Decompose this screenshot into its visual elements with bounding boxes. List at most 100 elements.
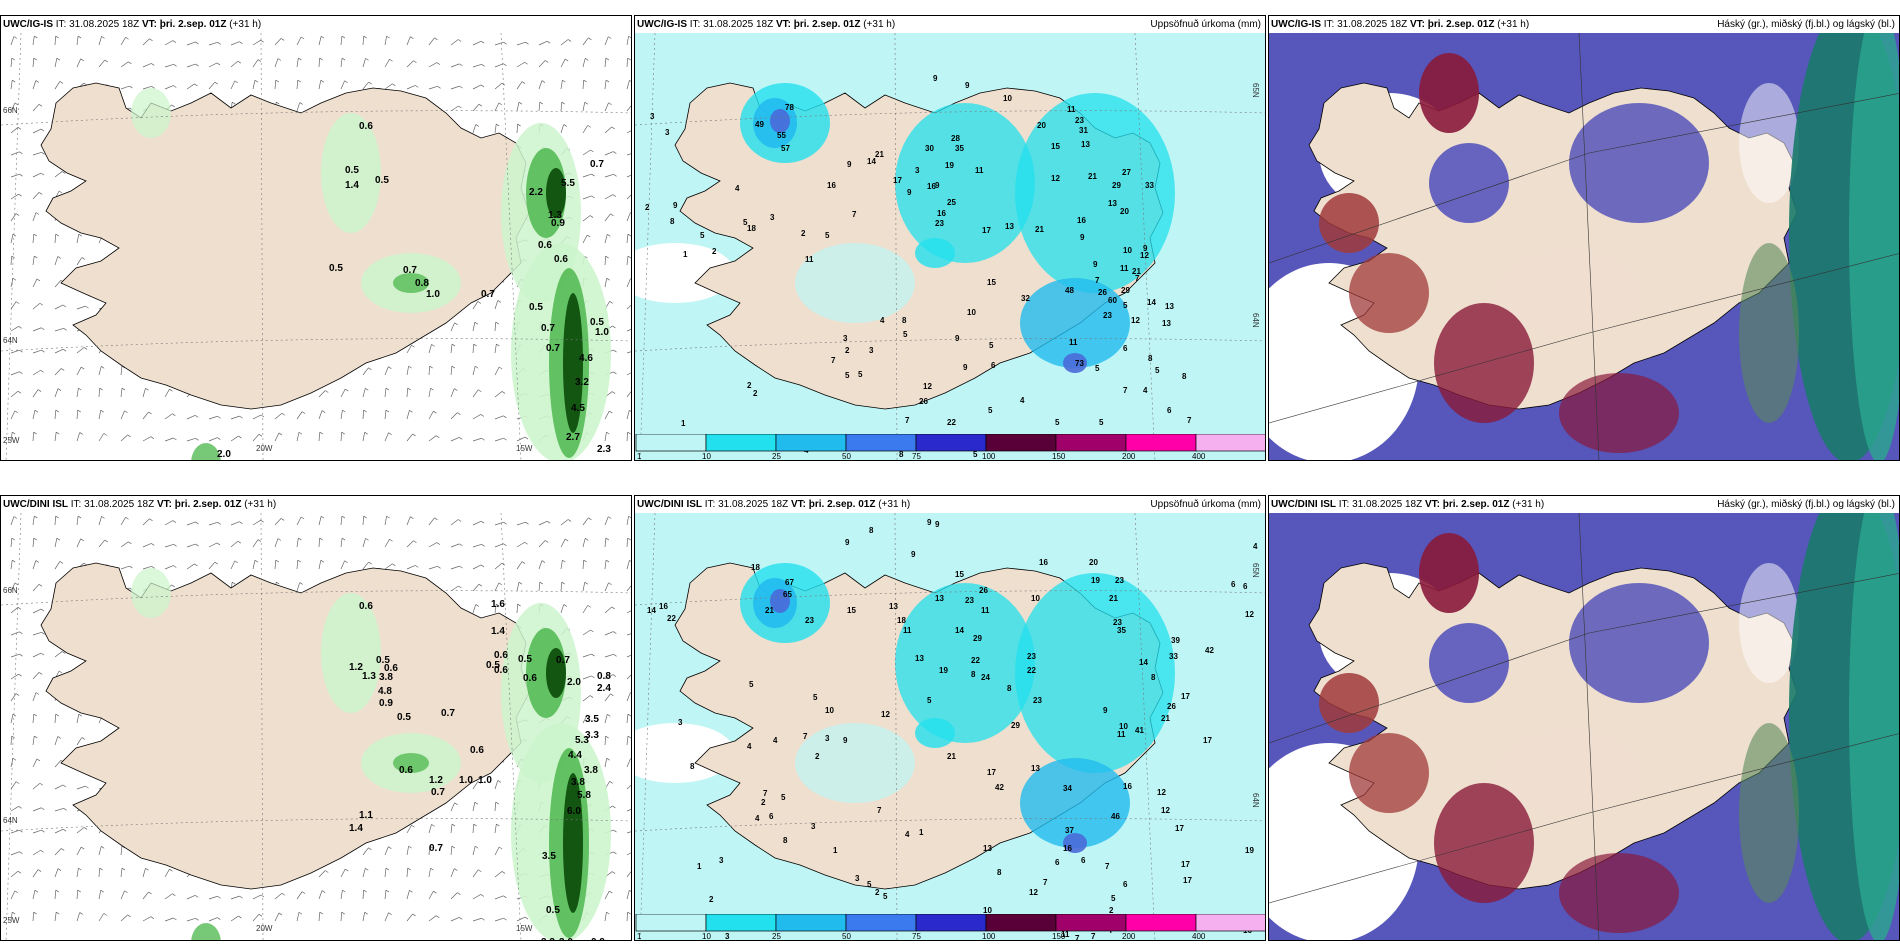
value-label: 3: [915, 166, 920, 175]
value-label: 1.2: [349, 662, 363, 673]
colorbar-swatch: [845, 914, 917, 932]
value-label: 10: [825, 706, 834, 715]
value-label: 15: [847, 606, 856, 615]
value-label: 16: [659, 602, 668, 611]
value-label: 7: [1043, 878, 1048, 887]
lead-time: (+31 h): [860, 19, 896, 30]
value-label: 12: [1131, 316, 1140, 325]
model-name: UWC/IG-IS: [1271, 19, 1321, 30]
value-label: 2.7: [566, 432, 580, 443]
value-label: 34: [1063, 784, 1072, 793]
field-blob: [895, 103, 1035, 263]
colorbar-tick: 150: [1052, 452, 1066, 460]
value-label: 5: [1095, 364, 1100, 373]
value-label: 5: [988, 406, 993, 415]
value-label: 19: [945, 161, 954, 170]
coord-label: 20W: [256, 444, 273, 453]
value-label: 0.5: [529, 302, 543, 313]
lead-time: (+31 h): [1494, 19, 1530, 30]
value-label: 0.7: [481, 289, 495, 300]
value-label: 3.8: [571, 777, 585, 788]
value-label: 5: [903, 330, 908, 339]
value-label: 26: [1098, 288, 1107, 297]
value-label: 2: [753, 389, 758, 398]
panel-field-title: Háský (gr.), miðský (fj.bl.) og lágský (…: [1717, 499, 1895, 510]
value-label: 19: [1245, 846, 1254, 855]
value-label: 11: [805, 255, 814, 264]
field-blob: [1419, 533, 1479, 613]
value-label: 7: [1075, 934, 1080, 941]
init-time: IT: 31.08.2025 18Z: [1336, 499, 1425, 510]
value-label: 55: [777, 131, 786, 140]
value-label: 16: [1039, 558, 1048, 567]
value-label: 32: [1021, 294, 1030, 303]
value-label: 4.4: [568, 750, 582, 761]
coord-label: 65N: [1251, 83, 1260, 98]
value-label: 5: [781, 793, 786, 802]
value-label: 7: [1095, 276, 1100, 285]
value-label: 8: [1007, 684, 1012, 693]
value-label: 0.5: [397, 712, 411, 723]
value-label: 11: [1120, 264, 1129, 273]
colorbar-swatch: [915, 914, 987, 932]
value-label: 29: [1112, 181, 1121, 190]
value-label: 2.0: [217, 449, 231, 460]
field-blob: [1499, 733, 1639, 813]
value-label: 22: [667, 614, 676, 623]
value-label: 9: [935, 520, 940, 529]
field-blob: [563, 773, 583, 913]
coord-labels: 65N 64N: [1251, 563, 1260, 808]
value-label: 1.0: [595, 327, 609, 338]
value-label: 31: [1079, 126, 1088, 135]
value-label: 2.2: [529, 187, 543, 198]
value-label: 2.0: [567, 677, 581, 688]
value-label: 11: [903, 626, 912, 635]
value-label: 13: [889, 602, 898, 611]
value-label: 1.0: [478, 775, 492, 786]
value-label: 7: [1105, 862, 1110, 871]
value-label: 6: [1055, 858, 1060, 867]
panel-header: UWC/IG-IS IT: 31.08.2025 18Z VT: þri. 2.…: [1271, 19, 1529, 30]
field-blob: [1015, 573, 1175, 773]
field-blob: [1020, 278, 1130, 368]
value-label: 0.6: [523, 673, 537, 684]
value-label: 12: [1140, 251, 1149, 260]
value-label: 12: [1161, 806, 1170, 815]
value-label: 17: [982, 226, 991, 235]
value-label: 7: [1123, 386, 1128, 395]
value-label: 65: [783, 590, 792, 599]
lead-time: (+31 h): [875, 499, 911, 510]
value-label: 13: [1108, 199, 1117, 208]
value-label: 0.7: [431, 787, 445, 798]
graticule: [1, 513, 631, 940]
value-label: 6: [1081, 856, 1086, 865]
value-label: 20: [1037, 121, 1046, 130]
value-label: 9: [955, 334, 960, 343]
value-label: 9: [1093, 260, 1098, 269]
value-label: 4: [735, 184, 740, 193]
value-label: 3.8: [379, 672, 393, 683]
value-label: 13: [1031, 764, 1040, 773]
colorbar-swatch: [705, 434, 777, 452]
value-label: 0.8: [597, 671, 611, 682]
field-blob: [321, 593, 381, 713]
value-label: 17: [893, 176, 902, 185]
value-label: 3: [650, 112, 655, 121]
value-label: 7: [831, 356, 836, 365]
value-label: 0.6: [554, 254, 568, 265]
value-label: 29: [1011, 721, 1020, 730]
value-label: 17: [1183, 876, 1192, 885]
value-label: 9: [963, 363, 968, 372]
value-label: 6.0: [567, 806, 581, 817]
value-label: 10: [1003, 94, 1012, 103]
value-label: 3: [869, 346, 874, 355]
value-label: 0.6: [538, 240, 552, 251]
value-label: 23: [935, 219, 944, 228]
value-label: 3: [770, 213, 775, 222]
value-label: 20: [1120, 207, 1129, 216]
value-label: 10: [1123, 246, 1132, 255]
value-label: 9: [1080, 233, 1085, 242]
value-label: 0.5: [345, 165, 359, 176]
coord-labels: 65N 64N: [1251, 83, 1260, 328]
